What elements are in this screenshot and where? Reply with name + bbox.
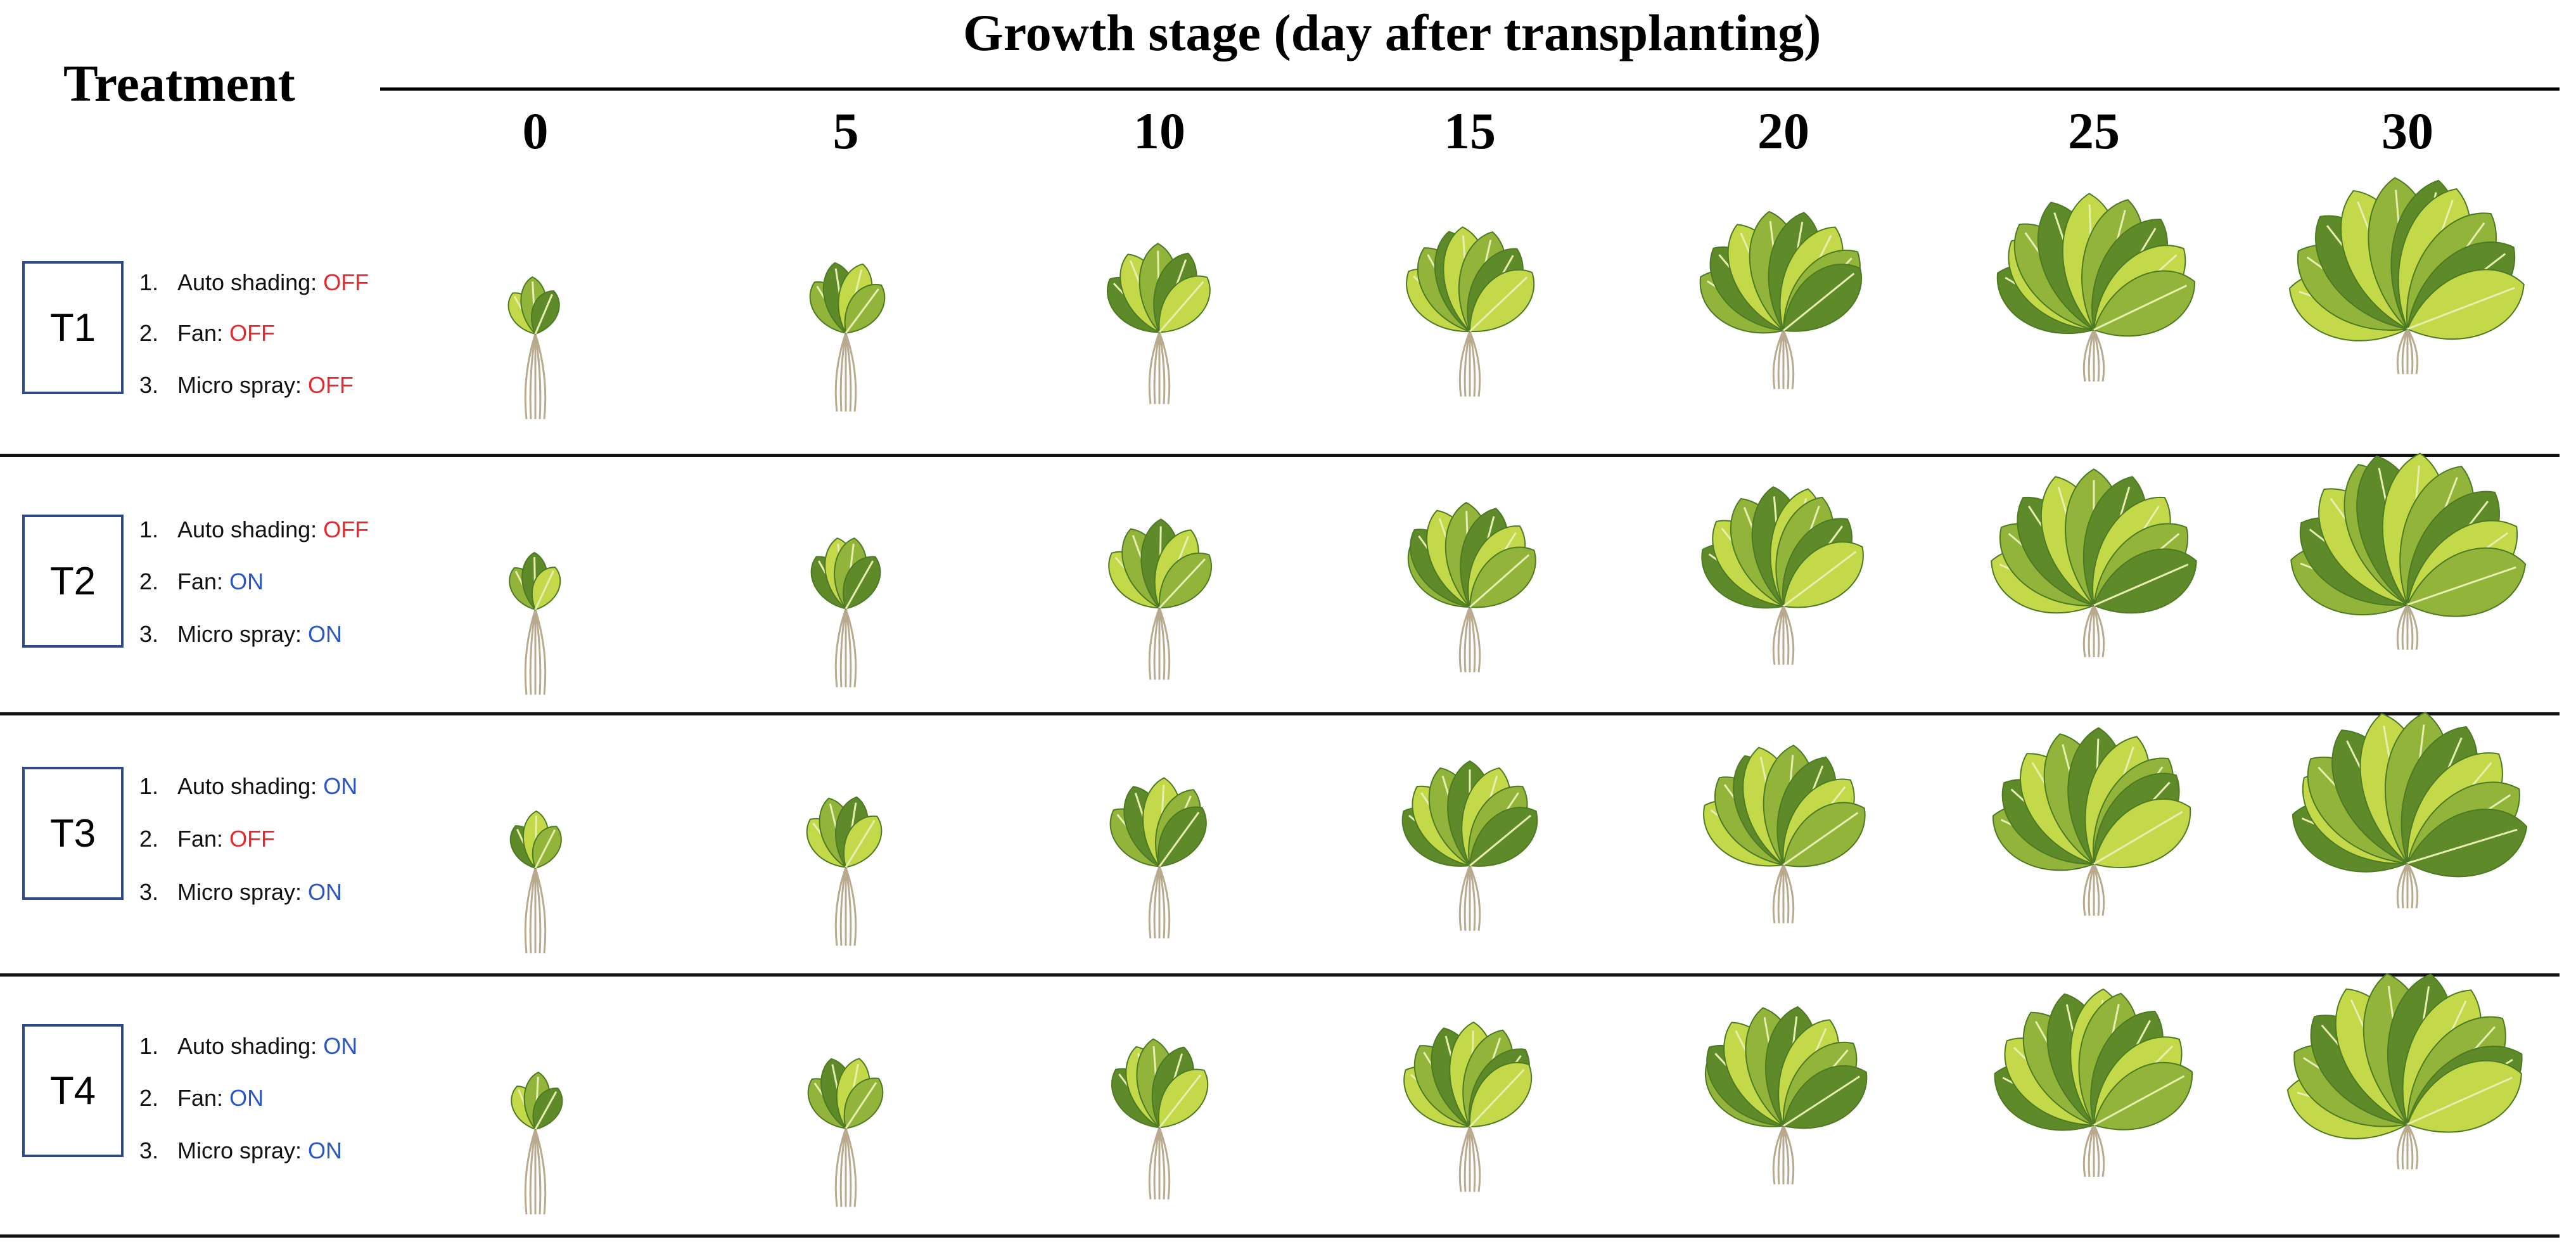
growth-stage-title: Growth stage (day after transplanting) [963, 4, 1821, 61]
lettuce-plant-photo [1401, 760, 1538, 931]
condition-auto-shading: 1. Auto shading: ON [139, 1033, 358, 1059]
state-on: ON [308, 879, 343, 905]
lettuce-plant-photo [507, 276, 560, 420]
condition-auto-shading: 1. Auto shading: OFF [139, 516, 369, 542]
lettuce-plant-photo [2290, 452, 2527, 650]
lettuce-plant-photo [807, 1058, 884, 1207]
lettuce-plant-photo [810, 537, 881, 688]
row-divider [0, 712, 2560, 715]
lettuce-plant-photo [1109, 777, 1207, 939]
lettuce-plant-photo [1106, 243, 1211, 404]
row-divider [0, 973, 2560, 977]
lettuce-plant-photo [1406, 226, 1535, 397]
lettuce-plant-photo [1699, 210, 1862, 390]
lettuce-plant-photo [1992, 727, 2191, 916]
state-off: OFF [229, 320, 276, 346]
lettuce-plant-photo [1407, 502, 1536, 672]
condition-fan: 2. Fan: ON [139, 568, 264, 594]
treatment-box-t1: T1 [22, 261, 124, 394]
lettuce-plant-photo [509, 810, 562, 954]
lettuce-plant-photo [1703, 745, 1866, 924]
day-label-15: 15 [1444, 102, 1496, 160]
lettuce-plant-photo [2288, 177, 2525, 375]
lettuce-plant-photo [1403, 1022, 1533, 1192]
row-divider [0, 1234, 2560, 1238]
lettuce-plant-photo [1705, 1006, 1868, 1185]
lettuce-plant-photo [809, 262, 886, 412]
condition-micro-spray: 3. Micro spray: ON [139, 1137, 343, 1163]
state-on: ON [323, 773, 358, 799]
row-divider [0, 454, 2560, 457]
lettuce-plant-photo [806, 796, 883, 946]
condition-micro-spray: 3. Micro spray: OFF [139, 372, 354, 398]
state-off: OFF [229, 826, 276, 852]
condition-fan: 2. Fan: ON [139, 1085, 264, 1111]
lettuce-plant-photo [1111, 1038, 1209, 1200]
day-label-25: 25 [2068, 102, 2120, 160]
lettuce-plant-photo [2286, 973, 2523, 1170]
treatment-box-t3: T3 [22, 767, 124, 900]
header-rule [380, 87, 2560, 91]
treatment-heading: Treatment [63, 54, 295, 112]
lettuce-plant-photo [509, 551, 561, 695]
state-on: ON [229, 1085, 264, 1111]
treatment-box-t2: T2 [22, 515, 124, 648]
lettuce-plant-photo [511, 1071, 563, 1215]
condition-auto-shading: 1. Auto shading: OFF [139, 269, 369, 295]
state-on: ON [229, 568, 264, 594]
state-off: OFF [323, 516, 369, 542]
lettuce-plant-photo [1108, 518, 1213, 680]
state-on: ON [308, 1137, 343, 1163]
lettuce-plant-photo [1701, 486, 1864, 665]
state-off: OFF [323, 269, 369, 295]
state-off: OFF [308, 372, 354, 398]
lettuce-plant-photo [1994, 988, 2193, 1177]
lettuce-plant-photo [2292, 712, 2528, 909]
lettuce-plant-photo [1996, 193, 2196, 382]
day-label-0: 0 [522, 102, 549, 160]
condition-fan: 2. Fan: OFF [139, 320, 276, 346]
condition-fan: 2. Fan: OFF [139, 826, 276, 852]
day-label-5: 5 [832, 102, 859, 160]
treatment-box-t4: T4 [22, 1024, 124, 1157]
state-on: ON [323, 1033, 358, 1059]
day-label-20: 20 [1757, 102, 1809, 160]
condition-micro-spray: 3. Micro spray: ON [139, 621, 343, 647]
state-on: ON [308, 621, 343, 647]
day-label-30: 30 [2382, 102, 2433, 160]
condition-micro-spray: 3. Micro spray: ON [139, 879, 343, 905]
condition-auto-shading: 1. Auto shading: ON [139, 773, 358, 799]
day-label-10: 10 [1133, 102, 1185, 160]
lettuce-plant-photo [1991, 468, 2197, 658]
